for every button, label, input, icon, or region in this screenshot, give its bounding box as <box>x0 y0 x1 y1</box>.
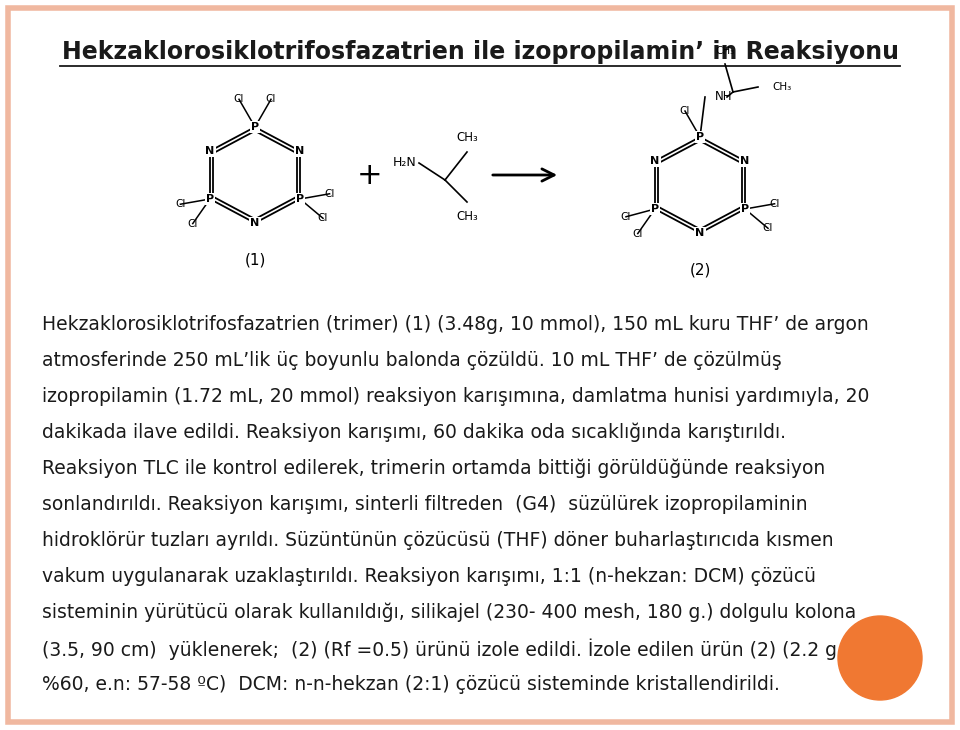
Text: Cl: Cl <box>633 228 643 239</box>
Text: Cl: Cl <box>266 94 276 104</box>
Text: hidroklörür tuzları ayrıldı. Süzüntünün çözücüsü (THF) döner buharlaştırıcıda kı: hidroklörür tuzları ayrıldı. Süzüntünün … <box>42 531 833 550</box>
Text: Cl: Cl <box>621 212 631 222</box>
Text: sisteminin yürütücü olarak kullanıldığı, silikajel (230- 400 mesh, 180 g.) dolgu: sisteminin yürütücü olarak kullanıldığı,… <box>42 603 856 623</box>
Text: Cl: Cl <box>680 106 690 116</box>
Text: P: P <box>205 194 214 204</box>
Text: izopropilamin (1.72 mL, 20 mmol) reaksiyon karışımına, damlatma hunisi yardımıyl: izopropilamin (1.72 mL, 20 mmol) reaksiy… <box>42 387 870 406</box>
Text: NH: NH <box>715 91 732 104</box>
Text: (1): (1) <box>244 253 266 267</box>
Text: (3.5, 90 cm)  yüklenerek;  (2) (Rf =0.5) ürünü izole edildi. İzole edilen ürün (: (3.5, 90 cm) yüklenerek; (2) (Rf =0.5) ü… <box>42 639 843 661</box>
Text: N: N <box>695 228 705 238</box>
Text: sonlandırıldı. Reaksiyon karışımı, sinterli filtreden  (G4)  süzülürek izopropil: sonlandırıldı. Reaksiyon karışımı, sinte… <box>42 495 807 514</box>
Text: Hekzaklorosiklotrifosfazatrien (trimer) (1) (3.48g, 10 mmol), 150 mL kuru THF’ d: Hekzaklorosiklotrifosfazatrien (trimer) … <box>42 315 869 334</box>
Text: %60, e.n: 57-58 ºC)  DCM: n-n-hekzan (2:1) çözücü sisteminde kristallendirildi.: %60, e.n: 57-58 ºC) DCM: n-n-hekzan (2:1… <box>42 675 780 694</box>
Text: +: + <box>357 161 383 190</box>
Text: Cl: Cl <box>318 213 328 223</box>
Text: Cl: Cl <box>324 189 335 199</box>
Text: N: N <box>251 218 259 228</box>
Text: N: N <box>740 156 750 166</box>
Text: P: P <box>296 194 304 204</box>
Text: Cl: Cl <box>187 218 198 228</box>
Circle shape <box>838 616 922 700</box>
Text: Cl: Cl <box>763 223 773 234</box>
Text: P: P <box>696 132 704 142</box>
Text: vakum uygulanarak uzaklaştırıldı. Reaksiyon karışımı, 1:1 (n-hekzan: DCM) çözücü: vakum uygulanarak uzaklaştırıldı. Reaksi… <box>42 567 816 586</box>
Text: N: N <box>296 146 304 156</box>
Text: atmosferinde 250 mL’lik üç boyunlu balonda çözüldü. 10 mL THF’ de çözülmüş: atmosferinde 250 mL’lik üç boyunlu balon… <box>42 351 781 370</box>
Text: Cl: Cl <box>176 199 185 210</box>
Text: P: P <box>251 122 259 132</box>
Text: N: N <box>205 146 215 156</box>
Text: H₂N: H₂N <box>394 156 417 169</box>
Text: Cl: Cl <box>769 199 780 209</box>
Text: P: P <box>651 204 659 214</box>
Text: CH₃: CH₃ <box>456 131 478 144</box>
Text: CH₃: CH₃ <box>772 82 791 92</box>
Text: Hekzaklorosiklotrifosfazatrien ile izopropilamin’ in Reaksiyonu: Hekzaklorosiklotrifosfazatrien ile izopr… <box>61 40 899 64</box>
Text: Reaksiyon TLC ile kontrol edilerek, trimerin ortamda bittiği görüldüğünde reaksi: Reaksiyon TLC ile kontrol edilerek, trim… <box>42 459 826 478</box>
Text: CH₃: CH₃ <box>456 210 478 223</box>
Text: CH₃: CH₃ <box>715 46 734 56</box>
Text: P: P <box>741 204 749 214</box>
Text: (2): (2) <box>689 263 710 277</box>
Text: Cl: Cl <box>234 94 244 104</box>
Text: dakikada ilave edildi. Reaksiyon karışımı, 60 dakika oda sıcaklığında karıştırıl: dakikada ilave edildi. Reaksiyon karışım… <box>42 423 786 442</box>
Text: N: N <box>650 156 660 166</box>
